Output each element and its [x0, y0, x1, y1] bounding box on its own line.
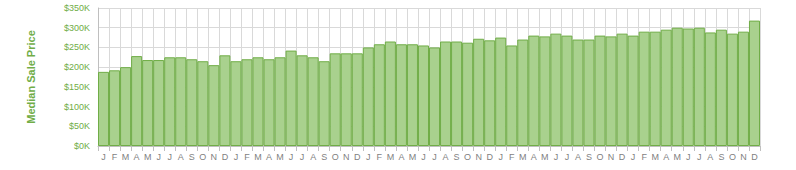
svg-text:F: F	[112, 152, 118, 162]
svg-text:$50K: $50K	[69, 121, 90, 131]
svg-text:A: A	[310, 152, 316, 162]
svg-text:A: A	[575, 152, 581, 162]
svg-text:M: M	[144, 152, 152, 162]
svg-text:M: M	[409, 152, 417, 162]
svg-text:S: S	[189, 152, 195, 162]
svg-text:J: J	[421, 152, 426, 162]
svg-text:A: A	[398, 152, 404, 162]
svg-text:S: S	[321, 152, 327, 162]
svg-text:A: A	[531, 152, 537, 162]
svg-text:J: J	[167, 152, 172, 162]
svg-text:$250K: $250K	[64, 42, 90, 52]
svg-text:J: J	[686, 152, 691, 162]
svg-text:J: J	[156, 152, 161, 162]
svg-text:J: J	[498, 152, 503, 162]
svg-text:D: D	[619, 152, 626, 162]
svg-text:S: S	[718, 152, 724, 162]
svg-text:M: M	[387, 152, 395, 162]
svg-text:J: J	[631, 152, 636, 162]
svg-text:J: J	[554, 152, 559, 162]
svg-text:M: M	[254, 152, 262, 162]
svg-text:D: D	[354, 152, 361, 162]
svg-text:N: N	[343, 152, 350, 162]
svg-text:A: A	[663, 152, 669, 162]
svg-text:O: O	[332, 152, 339, 162]
svg-text:J: J	[300, 152, 305, 162]
svg-text:M: M	[651, 152, 659, 162]
svg-text:A: A	[443, 152, 449, 162]
svg-text:D: D	[751, 152, 758, 162]
svg-text:D: D	[486, 152, 493, 162]
svg-text:S: S	[586, 152, 592, 162]
svg-text:$150K: $150K	[64, 82, 90, 92]
svg-text:M: M	[122, 152, 130, 162]
svg-text:J: J	[234, 152, 239, 162]
svg-text:$300K: $300K	[64, 23, 90, 33]
svg-text:O: O	[464, 152, 471, 162]
svg-text:F: F	[377, 152, 383, 162]
svg-text:A: A	[134, 152, 140, 162]
svg-text:F: F	[641, 152, 647, 162]
svg-text:A: A	[266, 152, 272, 162]
svg-text:S: S	[454, 152, 460, 162]
svg-text:J: J	[101, 152, 106, 162]
svg-text:J: J	[432, 152, 437, 162]
svg-text:F: F	[509, 152, 515, 162]
svg-text:A: A	[707, 152, 713, 162]
svg-text:J: J	[565, 152, 570, 162]
svg-text:O: O	[597, 152, 604, 162]
svg-text:F: F	[244, 152, 250, 162]
svg-text:M: M	[541, 152, 549, 162]
svg-text:M: M	[519, 152, 527, 162]
svg-text:J: J	[697, 152, 702, 162]
svg-text:M: M	[276, 152, 284, 162]
svg-text:N: N	[740, 152, 747, 162]
svg-text:Median Sale Price: Median Sale Price	[25, 30, 37, 124]
svg-text:A: A	[178, 152, 184, 162]
svg-text:$0K: $0K	[74, 141, 90, 151]
svg-text:$200K: $200K	[64, 62, 90, 72]
svg-text:J: J	[366, 152, 371, 162]
svg-text:O: O	[199, 152, 206, 162]
svg-text:N: N	[608, 152, 615, 162]
svg-text:J: J	[289, 152, 294, 162]
svg-text:$350K: $350K	[64, 3, 90, 13]
svg-text:N: N	[211, 152, 218, 162]
svg-text:$100K: $100K	[64, 102, 90, 112]
svg-text:D: D	[222, 152, 229, 162]
svg-text:N: N	[475, 152, 482, 162]
svg-text:M: M	[674, 152, 682, 162]
svg-text:O: O	[729, 152, 736, 162]
